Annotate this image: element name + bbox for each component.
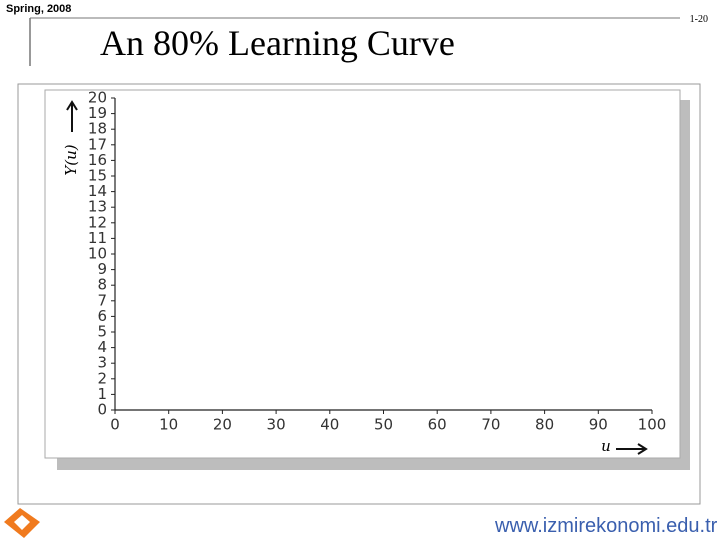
logo (4, 508, 40, 538)
y-tick-label: 4 (97, 338, 107, 356)
x-tick-label: 0 (110, 416, 120, 434)
y-axis-arrow (66, 100, 78, 132)
page-number: 1-20 (690, 14, 708, 25)
y-tick-label: 5 (97, 323, 107, 341)
x-tick-label: 100 (638, 416, 667, 434)
y-tick-label: 1 (97, 385, 107, 403)
x-axis-arrow (616, 443, 648, 455)
x-tick-label: 60 (428, 416, 447, 434)
y-tick-label: 16 (88, 151, 107, 169)
y-tick-label: 14 (88, 182, 107, 200)
y-tick-label: 15 (88, 167, 107, 185)
y-tick-label: 18 (88, 120, 107, 138)
x-tick-label: 50 (374, 416, 393, 434)
slide-header: Spring, 2008 (6, 3, 71, 15)
y-tick-label: 17 (88, 135, 107, 153)
x-tick-label: 70 (481, 416, 500, 434)
x-tick-label: 40 (320, 416, 339, 434)
y-tick-label: 9 (97, 260, 107, 278)
y-tick-label: 20 (88, 89, 107, 107)
x-axis-label: u (601, 437, 611, 455)
y-axis-label: Y(u) (62, 144, 80, 175)
y-tick-label: 6 (97, 307, 107, 325)
y-tick-label: 3 (97, 354, 107, 372)
x-tick-label: 10 (159, 416, 178, 434)
x-tick-label: 80 (535, 416, 554, 434)
x-tick-label: 30 (267, 416, 286, 434)
x-tick-label: 20 (213, 416, 232, 434)
slide-title: An 80% Learning Curve (100, 23, 455, 63)
y-tick-label: 11 (88, 229, 107, 247)
y-tick-label: 8 (97, 276, 107, 294)
y-tick-label: 13 (88, 198, 107, 216)
y-tick-label: 10 (88, 245, 107, 263)
footer-url: www.izmirekonomi.edu.tr (494, 515, 718, 537)
y-tick-label: 2 (97, 369, 107, 387)
y-tick-label: 0 (97, 401, 107, 419)
x-tick-label: 90 (589, 416, 608, 434)
y-tick-label: 19 (88, 104, 107, 122)
chart-area (44, 89, 681, 459)
y-tick-label: 12 (88, 213, 107, 231)
y-tick-label: 7 (97, 291, 107, 309)
